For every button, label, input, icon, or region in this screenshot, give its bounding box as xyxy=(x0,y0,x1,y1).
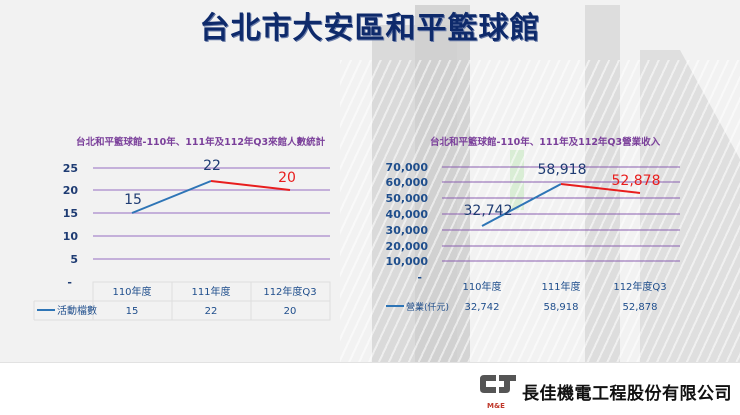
gridlines xyxy=(93,167,330,260)
category-labels: 110年度 111年度 112年度Q3 xyxy=(112,285,316,298)
table-value: 32,742 xyxy=(465,302,500,313)
series-line-fall xyxy=(560,183,641,194)
logo-subtext: M&E xyxy=(487,402,505,410)
legend-label: 營業(仟元) xyxy=(406,301,449,313)
y-tick: 10 xyxy=(63,230,79,243)
category-label: 111年度 xyxy=(191,285,230,298)
table-value: 52,878 xyxy=(623,302,658,313)
data-labels: 32,742 58,918 52,878 xyxy=(464,162,661,219)
data-label: 20 xyxy=(278,170,296,186)
table-value: 22 xyxy=(205,306,218,317)
chart-title: 台北和平籃球館-110年、111年及112年Q3營業收入 xyxy=(430,137,661,148)
footer: M&E 長佳機電工程股份有限公司 xyxy=(0,362,740,415)
data-label: 32,742 xyxy=(464,203,513,219)
table-values: 32,742 58,918 52,878 xyxy=(465,302,658,313)
gridlines xyxy=(442,166,680,262)
data-label: 22 xyxy=(203,158,221,174)
y-tick: 15 xyxy=(63,207,78,220)
y-axis-ticks: 25 20 15 10 5 - xyxy=(63,162,79,289)
y-tick: 10,000 xyxy=(386,255,429,268)
data-label: 52,878 xyxy=(612,173,661,189)
y-tick: - xyxy=(417,271,422,284)
company-name: 長佳機電工程股份有限公司 xyxy=(522,384,732,404)
series-line-rise xyxy=(481,183,562,227)
y-axis-ticks: 70,000 60,000 50,000 40,000 30,000 20,00… xyxy=(386,161,429,284)
y-tick: 30,000 xyxy=(386,224,429,237)
y-tick: 50,000 xyxy=(386,192,429,205)
legend-label: 活動檔數 xyxy=(57,304,97,317)
data-label: 15 xyxy=(124,192,142,208)
category-label: 110年度 xyxy=(462,280,501,293)
series-line-rise xyxy=(131,180,212,214)
bg-texture xyxy=(340,60,740,362)
visitor-chart-svg: 25 20 15 10 5 - 15 22 20 xyxy=(33,158,331,321)
slide: 台北市大安區和平籃球館 台北和平籃球館-110年、111年及112年Q3來館人數… xyxy=(0,0,740,362)
company-logo-icon xyxy=(480,375,516,393)
category-label: 112年度Q3 xyxy=(263,285,316,298)
data-table-grid xyxy=(33,281,331,321)
category-label: 112年度Q3 xyxy=(613,280,666,293)
page-title: 台北市大安區和平籃球館 xyxy=(199,11,541,46)
data-labels: 15 22 20 xyxy=(124,158,296,208)
visitor-count-chart: 台北和平籃球館-110年、111年及112年Q3來館人數統計 25 20 15 … xyxy=(0,0,370,362)
chart-title: 台北和平籃球館-110年、111年及112年Q3來館人數統計 xyxy=(76,137,326,148)
table-value: 58,918 xyxy=(544,302,579,313)
revenue-chart-svg: 70,000 60,000 50,000 40,000 30,000 20,00… xyxy=(386,161,680,313)
revenue-chart: 台北和平籃球館-110年、111年及112年Q3營業收入 70,000 60,0… xyxy=(370,0,740,362)
y-tick: - xyxy=(67,276,72,289)
y-tick: 40,000 xyxy=(386,208,429,221)
series-line-fall xyxy=(210,180,291,191)
y-tick: 5 xyxy=(70,253,78,266)
y-tick: 20,000 xyxy=(386,240,429,253)
y-tick: 25 xyxy=(63,162,78,175)
y-tick: 60,000 xyxy=(386,176,429,189)
table-value: 15 xyxy=(126,306,139,317)
y-tick: 20 xyxy=(63,184,79,197)
category-labels: 110年度 111年度 112年度Q3 xyxy=(462,280,666,293)
table-values: 15 22 20 xyxy=(126,306,297,317)
category-label: 111年度 xyxy=(541,280,580,293)
y-tick: 70,000 xyxy=(386,161,429,174)
data-label: 58,918 xyxy=(538,162,587,178)
category-label: 110年度 xyxy=(112,285,151,298)
table-value: 20 xyxy=(284,306,297,317)
